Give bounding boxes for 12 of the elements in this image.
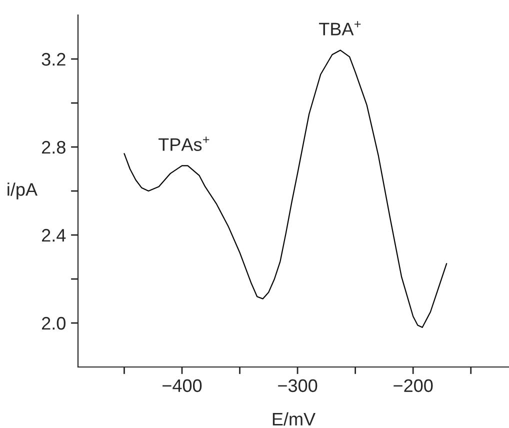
y-tick-label: 2.8 — [42, 140, 66, 154]
x-tick-label: −300 — [278, 379, 318, 392]
y-tick-label: 2.0 — [42, 316, 66, 330]
x-axis-title: E/mV — [272, 412, 316, 426]
x-tick-label: −400 — [162, 379, 202, 392]
y-tick-label: 2.4 — [42, 228, 66, 242]
x-tick-label: −200 — [394, 379, 433, 392]
y-tick-label: 3.2 — [42, 52, 66, 66]
annotation: TBA$^{+}$ — [319, 21, 361, 36]
annotation: TPAs$^{+}$ — [158, 136, 210, 151]
line-series — [124, 50, 448, 328]
y-axis-title: i/pA — [8, 182, 38, 200]
